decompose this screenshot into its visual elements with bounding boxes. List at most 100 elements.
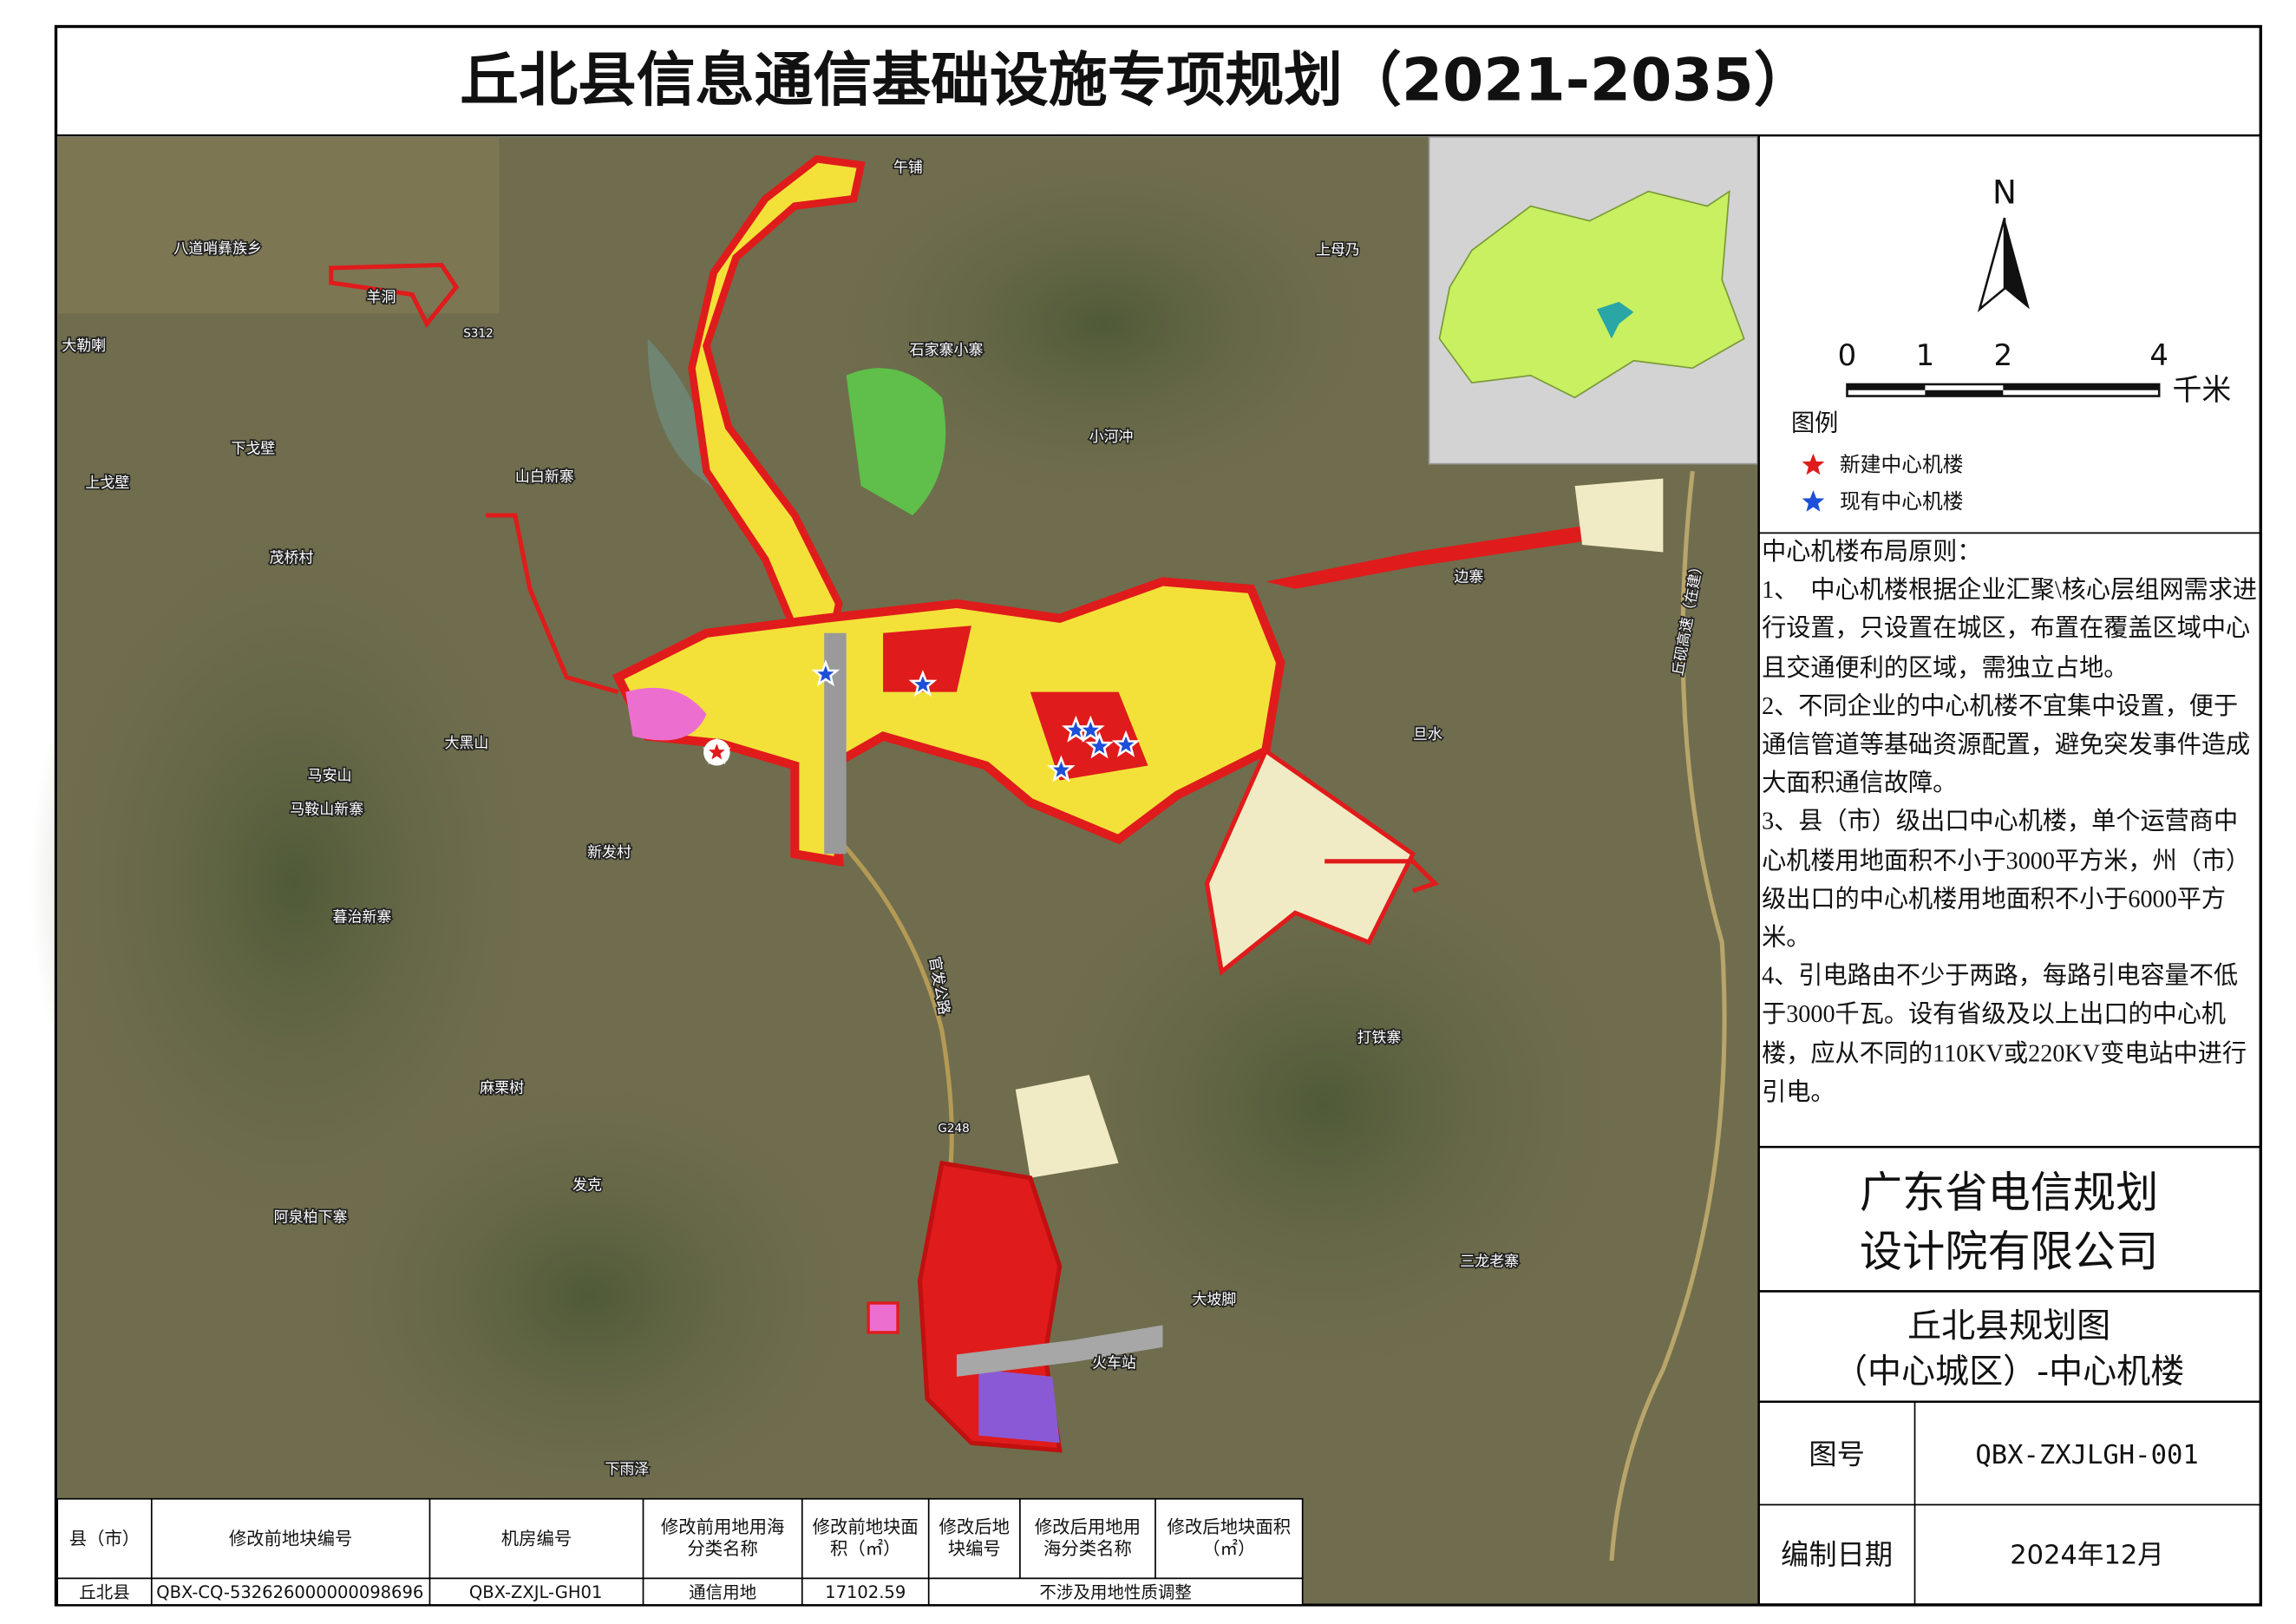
scale-bar-segment [1925,390,2004,396]
table-header: 修改后用地用海分类名称 [1034,1516,1141,1560]
legend-item: 新建中心机楼 [1840,453,1963,476]
place-label: 麻栗树 [480,1078,524,1096]
place-label: 山白新寨 [515,468,574,485]
number-label: 图号 [1809,1438,1864,1471]
place-label: 大勒喇 [62,337,106,354]
cell: 修改后地块编号 [939,1516,1011,1560]
cell: 修改前用地用海分类名称 [660,1516,785,1560]
place-label: 下雨泽 [605,1460,649,1477]
table-header: 修改前地块面积（㎡） [812,1516,919,1560]
table-cell: 丘北县 [79,1582,130,1602]
table-grid [150,1498,1156,1605]
principle: 3、县（市）级出口中心机楼，单个运营商中心机楼用地面积不小于3000平方米，州（… [1762,807,2251,952]
table-header: 修改后地块编号 [939,1516,1011,1560]
place-label: 茂桥村 [270,548,314,566]
place-label: 三龙老寨 [1460,1253,1519,1270]
company: 广东省电信规划 [1860,1168,2158,1218]
table-cell: QBX-CQ-532626000000098696 [156,1582,423,1602]
planning-area [1204,747,1416,976]
place-label: 阿泉柏下寨 [274,1208,348,1226]
scale-tick: 0 [1838,339,1857,373]
markers [703,661,1139,781]
scale-ticks: 0 1 2 4 [1838,339,2168,373]
table-header: 修改前用地用海分类名称 [660,1516,785,1560]
cell: 修改前地块编号 [228,1527,353,1549]
planning-area [1266,486,1664,589]
place-label: 八道哨彝族乡 [173,239,262,257]
principles: 中心机楼布局原则： 1、 中心机楼根据企业汇聚\核心层组网需求进行设置，只设置在… [1762,533,2260,1111]
county-shape [1438,189,1745,399]
terrain [1000,809,1649,1399]
scale-bar-segment [1847,383,1926,390]
road-label: G248 [938,1122,969,1136]
place-label: 新发村 [587,843,631,861]
road [822,822,954,1179]
principle: 4、引电路由不少于两路，每路引电容量不低于3000千瓦。设有省级及以上出口的中心… [1762,961,2247,1106]
cell: 修改后地块面积（㎡） [1167,1516,1292,1560]
place-label: 午铺 [893,159,923,176]
place-label: 大黑山 [444,734,488,751]
scale-bar-segment [2003,383,2160,390]
number-value: QBX-ZXJLGH-001 [1975,1440,2198,1470]
side-panel: N 0 1 2 4 千米 图例 新建中心机楼 现有中心机楼 中心机楼布局原则： … [1757,135,2261,1605]
terrain [809,132,1398,516]
cell: 修改前地块面积（㎡） [812,1516,919,1560]
place-label: 发克 [572,1175,602,1193]
terrain [57,136,500,314]
table-header: 修改后地块面积（㎡） [1167,1516,1292,1560]
place-label: 下戈壁 [231,440,275,457]
cell: 机房编号 [501,1528,572,1549]
land-use [1015,1074,1119,1178]
table-box [56,1497,1304,1606]
planning-area [612,577,1285,867]
place-label: 上母乃 [1316,241,1360,259]
scale-tick: 4 [2149,339,2168,373]
rail [956,1325,1163,1377]
place-label: 旦水 [1413,725,1442,743]
place-label: 大坡脚 [1192,1291,1236,1308]
date-value: 2024年12月 [2010,1540,2164,1570]
city-area [1597,301,1634,339]
table-header: 修改前地块编号 [228,1527,353,1549]
land-use [1574,478,1664,553]
land-use [625,687,707,741]
terrain [29,501,559,1267]
place-label: 石家寨小寨 [910,341,984,358]
scale-unit: 千米 [2172,374,2231,408]
cell: 修改后用地用海分类名称 [1034,1516,1141,1560]
planning-boundary [1325,859,1440,894]
table-cell: 17102.59 [825,1582,906,1602]
land-use [883,625,971,692]
place-label: 马安山 [308,767,352,784]
north-label: N [1992,174,2017,212]
planning-boundary [329,262,460,329]
company: 设计院有限公司 [1860,1227,2158,1277]
place-label: 火车站 [1092,1354,1136,1372]
cell: 县（市） [69,1527,141,1549]
table-cell: 不涉及用地性质调整 [1039,1582,1191,1602]
table-header: 县（市） [69,1527,141,1549]
land-use [978,1369,1060,1444]
legend-item: 现有中心机楼 [1840,490,1963,514]
planning-boundary [485,513,619,695]
table-cell: QBX-ZXJL-GH01 [469,1582,602,1602]
principles-box: 中心机楼布局原则： 1、 中心机楼根据企业汇聚\核心层组网需求进行设置，只设置在… [1762,533,2260,1111]
table-row: 丘北县 QBX-CQ-532626000000098696 QBX-ZXJL-G… [79,1582,1192,1602]
road-surface [824,632,847,855]
date-label: 编制日期 [1781,1538,1893,1571]
highway [1609,470,1727,1562]
title: 丘北县信息通信基础设施专项规划（2021-2035） [460,46,1812,115]
place-label: 暮治新寨 [333,907,392,925]
place-label: 边寨 [1454,567,1483,585]
legend-title: 图例 [1791,409,1838,436]
scale-tick: 2 [1994,339,2013,373]
place-label: 羊洞 [367,288,396,305]
principle: 1、 中心机楼根据企业汇聚\核心层组网需求进行设置，只设置在城区，布置在覆盖区域… [1762,575,2258,682]
principles-title: 中心机楼布局原则： [1762,537,1982,566]
principle: 2、不同企业的中心机楼不宜集中设置，便于通信管道等基础资源配置，避免突发事件造成… [1762,691,2251,797]
change-table: 县（市） 修改前地块编号 机房编号 修改前用地用海分类名称 修改前地块面积（㎡）… [56,1497,1304,1606]
green-space [846,368,946,516]
place-label: 小河冲 [1089,428,1134,445]
